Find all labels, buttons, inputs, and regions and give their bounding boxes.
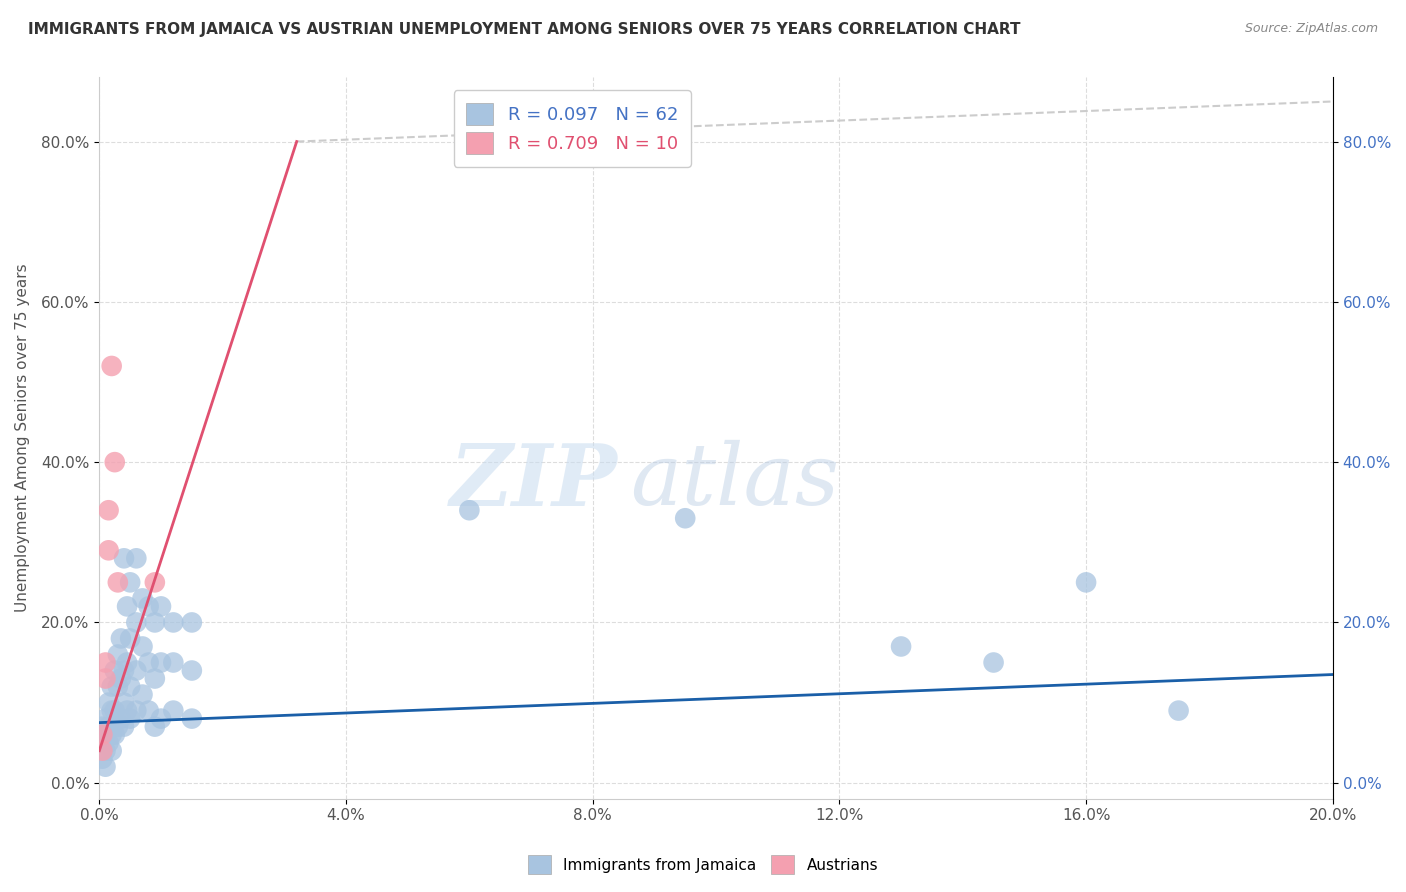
Y-axis label: Unemployment Among Seniors over 75 years: Unemployment Among Seniors over 75 years [15, 264, 30, 613]
Point [100, 728, 122, 742]
Point [112, 720, 135, 734]
Text: Source: ZipAtlas.com: Source: ZipAtlas.com [1244, 22, 1378, 36]
Point [94, 728, 117, 742]
Point [94, 712, 117, 726]
Point [150, 656, 173, 670]
Point [143, 615, 166, 630]
Legend: R = 0.097   N = 62, R = 0.709   N = 10: R = 0.097 N = 62, R = 0.709 N = 10 [454, 90, 690, 167]
Point [112, 551, 135, 566]
Point [104, 704, 127, 718]
Point [115, 599, 138, 614]
Point [104, 728, 127, 742]
Point [100, 680, 122, 694]
Point [104, 664, 127, 678]
Point [97, 736, 120, 750]
Point [110, 712, 132, 726]
Point [138, 599, 160, 614]
Point [890, 640, 912, 654]
Point [112, 664, 135, 678]
Point [131, 640, 153, 654]
Point [120, 680, 142, 694]
Point [94, 760, 117, 774]
Point [110, 672, 132, 686]
Point [97, 543, 120, 558]
Text: ZIP: ZIP [450, 440, 617, 523]
Point [91, 744, 114, 758]
Point [120, 575, 142, 590]
Point [125, 551, 148, 566]
Point [131, 688, 153, 702]
Point [97, 503, 120, 517]
Point [94, 744, 117, 758]
Point [97, 720, 120, 734]
Point [125, 664, 148, 678]
Point [180, 615, 202, 630]
Point [91, 720, 114, 734]
Point [104, 455, 127, 469]
Point [97, 696, 120, 710]
Point [673, 511, 696, 525]
Point [94, 672, 117, 686]
Point [143, 720, 166, 734]
Point [100, 744, 122, 758]
Point [1167, 704, 1189, 718]
Point [107, 648, 129, 662]
Point [143, 672, 166, 686]
Point [1074, 575, 1097, 590]
Point [180, 664, 202, 678]
Text: atlas: atlas [630, 440, 839, 523]
Point [115, 704, 138, 718]
Point [162, 656, 184, 670]
Point [180, 712, 202, 726]
Point [125, 704, 148, 718]
Point [983, 656, 1005, 670]
Point [91, 728, 114, 742]
Point [100, 704, 122, 718]
Point [131, 591, 153, 606]
Point [100, 359, 122, 373]
Point [120, 712, 142, 726]
Point [107, 575, 129, 590]
Point [143, 575, 166, 590]
Legend: Immigrants from Jamaica, Austrians: Immigrants from Jamaica, Austrians [522, 849, 884, 880]
Point [125, 615, 148, 630]
Point [94, 656, 117, 670]
Point [110, 632, 132, 646]
Point [91, 752, 114, 766]
Point [120, 632, 142, 646]
Point [150, 712, 173, 726]
Point [107, 720, 129, 734]
Point [150, 599, 173, 614]
Point [112, 696, 135, 710]
Point [107, 680, 129, 694]
Point [138, 656, 160, 670]
Point [91, 736, 114, 750]
Point [138, 704, 160, 718]
Point [162, 704, 184, 718]
Text: IMMIGRANTS FROM JAMAICA VS AUSTRIAN UNEMPLOYMENT AMONG SENIORS OVER 75 YEARS COR: IMMIGRANTS FROM JAMAICA VS AUSTRIAN UNEM… [28, 22, 1021, 37]
Point [458, 503, 481, 517]
Point [162, 615, 184, 630]
Point [115, 656, 138, 670]
